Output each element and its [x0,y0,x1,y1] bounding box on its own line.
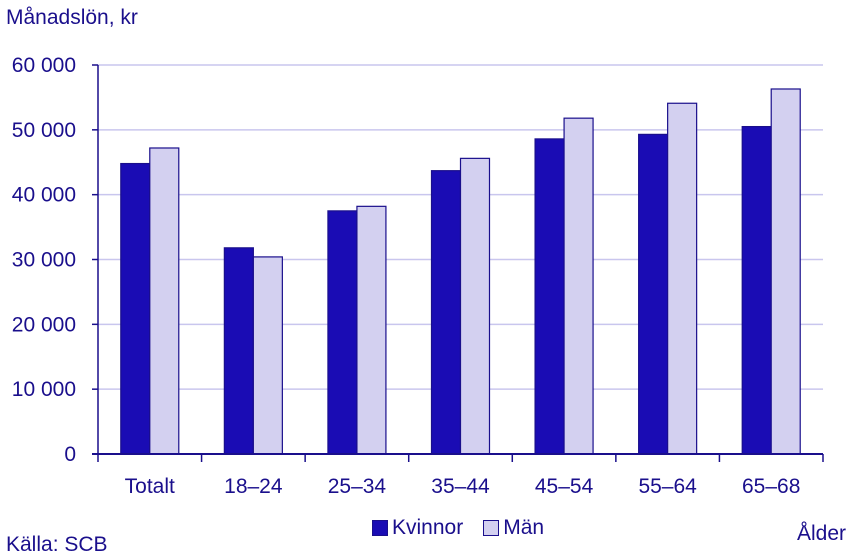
bar-man [356,205,387,455]
y-tick-label: 10 000 [12,378,76,401]
x-tick-label: 35–44 [431,475,490,498]
legend-label-man: Män [503,516,545,539]
y-tick-label: 0 [64,443,76,466]
y-tick-label: 50 000 [12,119,76,142]
bar-man [667,102,698,455]
x-tick-label: 18–24 [224,475,283,498]
legend-swatch-kvinnor [372,520,388,536]
bar-man [563,117,594,455]
y-tick-label: 60 000 [12,54,76,77]
x-axis-title: Ålder [796,522,846,545]
x-tick-label: 55–64 [638,475,697,498]
bar-kvinnor [638,133,669,455]
bar-man [459,157,491,455]
legend-swatch-man [483,520,500,536]
source-note: Källa: SCB [6,533,108,556]
y-axis-title: Månadslön, kr [6,6,138,29]
bar-kvinnor [327,210,358,455]
bar-kvinnor [741,125,772,455]
y-tick-label: 30 000 [12,249,76,272]
y-tick-label: 20 000 [12,313,76,336]
x-tick-label: 45–54 [535,475,594,498]
legend-item-man: Män [483,516,544,540]
x-tick-label: 65–68 [742,475,800,498]
x-tick-label: Totalt [125,475,175,498]
bar-kvinnor [430,170,462,455]
legend-label-kvinnor: Kvinnor [392,516,464,539]
bar-kvinnor [534,138,565,455]
bar-man [770,88,801,455]
legend-item-kvinnor: Kvinnor [372,516,463,540]
bar-man [252,256,283,455]
y-tick-label: 40 000 [12,184,76,207]
legend: Kvinnor Män [372,516,564,540]
bar-kvinnor [120,162,151,455]
bar-man [149,147,180,455]
bar-kvinnor [223,247,254,455]
x-tick-label: 25–34 [328,475,387,498]
